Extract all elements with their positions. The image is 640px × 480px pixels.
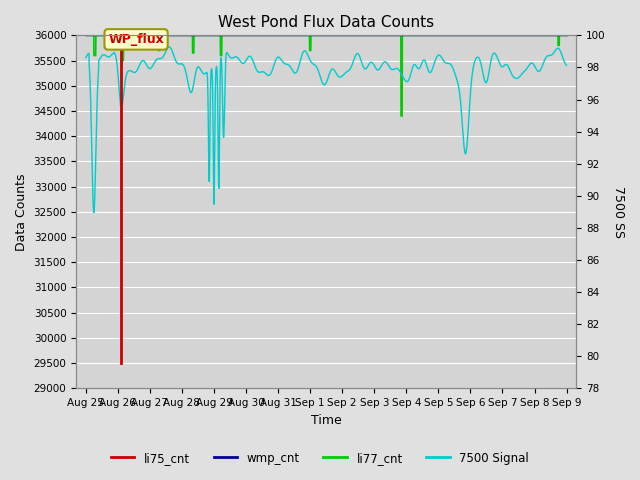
Legend: li75_cnt, wmp_cnt, li77_cnt, 7500 Signal: li75_cnt, wmp_cnt, li77_cnt, 7500 Signal xyxy=(106,447,534,469)
Title: West Pond Flux Data Counts: West Pond Flux Data Counts xyxy=(218,15,435,30)
X-axis label: Time: Time xyxy=(311,414,342,427)
Text: WP_flux: WP_flux xyxy=(108,33,164,46)
Y-axis label: 7500 SS: 7500 SS xyxy=(612,186,625,238)
Y-axis label: Data Counts: Data Counts xyxy=(15,173,28,251)
